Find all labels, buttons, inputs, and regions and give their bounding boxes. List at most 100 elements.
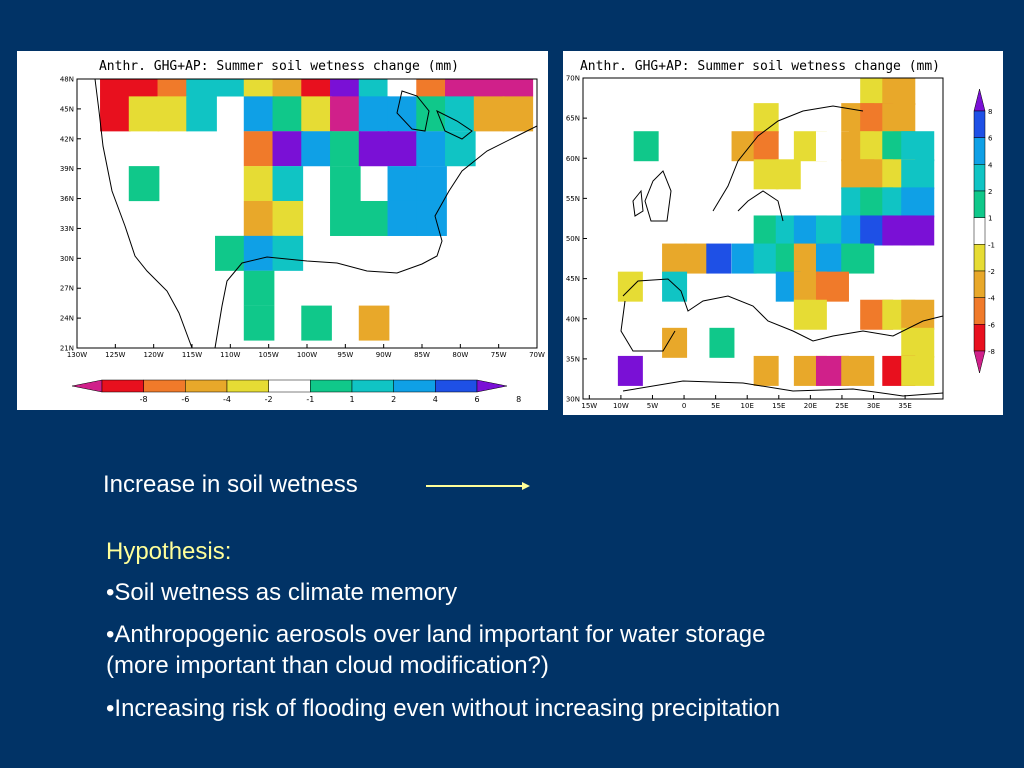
colorbar-segment [973,217,986,245]
colorbar-segment [973,270,986,298]
lat-tick-label: 39N [60,165,74,173]
lon-tick-label: 15W [581,402,597,410]
hypothesis-title: Hypothesis: [106,538,232,565]
map-cell [841,355,875,386]
colorbar-segment [351,379,394,393]
map-cell [243,235,275,271]
lon-tick-label: 95W [337,351,353,359]
colorbar-low-triangle [973,350,986,374]
map-cell [243,200,275,236]
colorbar-segment [143,379,186,393]
lat-tick-label: 60N [566,155,580,163]
hypothesis-bullet-2: •Anthropogenic aerosols over land import… [106,621,766,648]
map-cell [358,305,390,341]
map-cell [901,131,935,162]
colorbar-label: 8 [516,395,521,404]
map-cell [901,299,935,330]
lon-tick-label: 10E [741,402,754,410]
colorbar-segment [973,324,986,352]
colorbar-label: -6 [181,395,189,404]
map-cell [815,271,849,302]
colorbar-label: -2 [265,395,273,404]
map-cell [753,215,779,246]
map-cell [215,235,246,271]
map-cell [301,131,332,167]
lat-tick-label: 48N [60,76,74,84]
map-cell [330,131,361,167]
colorbar-segment [435,379,478,393]
lon-tick-label: 120W [144,351,164,359]
colorbar-label: -4 [988,295,996,303]
map-cell [186,96,217,132]
lon-tick-label: 90W [376,351,392,359]
map-cell [775,159,801,190]
lon-tick-label: 35E [898,402,911,410]
map-cell [272,166,304,202]
map-cell [128,166,160,202]
map-cell [416,166,447,202]
lat-tick-label: 35N [566,355,580,363]
map-cell [753,103,779,134]
map-cell [186,79,217,97]
colorbar-segment [268,379,311,393]
lat-tick-label: 24N [60,315,74,323]
map-cell [753,355,779,386]
colorbar-segment [973,137,986,165]
colorbar-low-triangle [71,379,103,393]
map-cell [330,200,361,236]
map-cell [901,187,935,218]
map-cell [330,79,361,97]
colorbar-high-triangle [476,379,508,393]
map-cell [157,79,189,97]
colorbar-segment [973,190,986,218]
grid-cells [617,78,935,386]
map-cell [901,327,935,358]
colorbar-label: 1 [988,215,992,223]
colorbar-label: -8 [140,395,148,404]
map-cell [706,243,732,274]
colorbar-segment [973,297,986,325]
map-cell [358,131,390,167]
lat-tick-label: 55N [566,195,580,203]
lon-tick-label: 130W [67,351,87,359]
europe-map-figure: Anthr. GHG+AP: Summer soil wetness chang… [566,59,996,410]
north-africa-coastline [622,380,944,397]
hypothesis-bullet-3: •Increasing risk of flooding even withou… [106,695,781,722]
map-cell [841,243,875,274]
map-cell [473,96,505,132]
colorbar-label: 4 [988,161,993,169]
us-map-figure: Anthr. GHG+AP: Summer soil wetness chang… [60,59,545,404]
lon-tick-label: 70W [529,351,545,359]
map-cell [387,166,419,202]
lat-tick-label: 30N [60,255,74,263]
lon-tick-label: 85W [414,351,430,359]
lon-tick-label: 5E [711,402,720,410]
map-cell [502,96,534,132]
colorbar-segment [393,379,436,393]
map-cell [272,200,304,236]
lat-tick-label: 45N [566,275,580,283]
map-cell [330,96,361,132]
colorbar-segment [973,164,986,192]
map-cell [272,235,304,271]
map-cell [128,79,160,97]
colorbar-high-triangle [973,88,986,112]
colorbar-segment [101,379,144,393]
map-cell [793,299,827,330]
scandinavia-coastline [712,105,864,222]
lon-tick-label: 0 [682,402,686,410]
lat-tick-label: 45N [60,105,74,113]
colorbar-label: -6 [988,321,996,329]
lat-tick-label: 40N [566,315,580,323]
map-cell [901,159,935,190]
colorbar-caption: Increase in soil wetness [103,471,358,499]
map-cell [502,79,534,97]
lat-tick-label: 70N [566,75,580,83]
map-cell [709,327,735,358]
colorbar-label: 8 [988,108,992,116]
map-cell [753,243,779,274]
colorbar-label: 1 [349,395,354,404]
lat-tick-label: 30N [566,396,580,404]
grid-cells [100,79,534,341]
great-lakes-outline [396,90,473,140]
